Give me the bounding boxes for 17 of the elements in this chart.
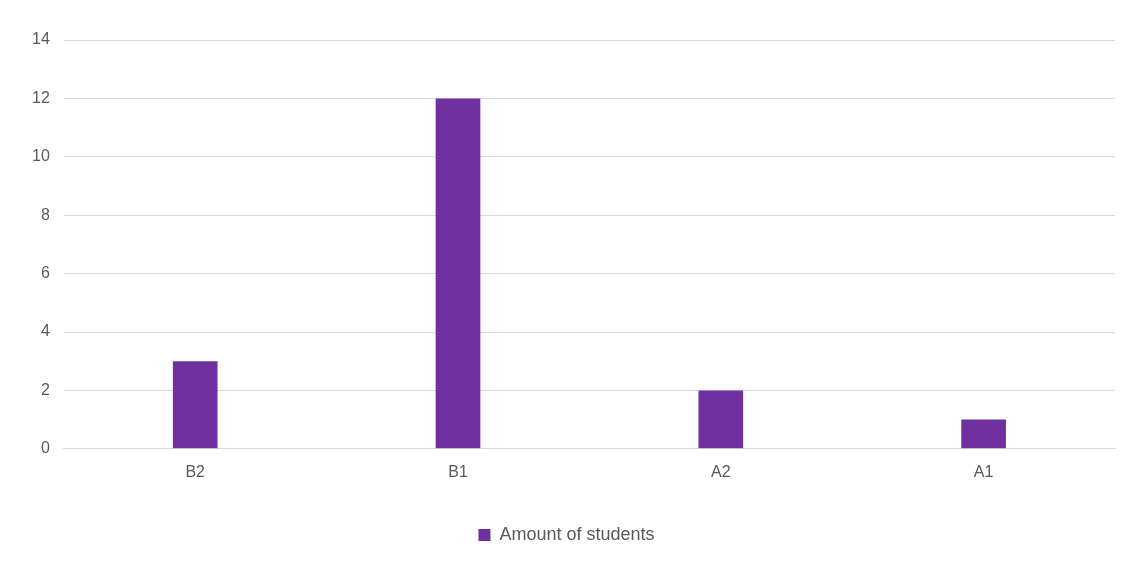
x-tick-label: B1 (448, 462, 468, 480)
y-tick-label: 6 (40, 264, 50, 282)
bar (435, 98, 481, 449)
bar (961, 419, 1006, 449)
legend-label: Amount of students (499, 523, 655, 544)
y-tick-label: 4 (40, 322, 50, 340)
x-tick-label: A1 (973, 462, 994, 480)
y-tick-label: 10 (32, 147, 50, 165)
y-tick-label: 14 (32, 30, 50, 48)
x-tick-label: A2 (711, 462, 731, 480)
bar (698, 390, 744, 449)
bar (172, 361, 218, 449)
y-tick-label: 2 (40, 380, 50, 398)
x-tick-label: B2 (185, 462, 206, 480)
y-tick-label: 0 (40, 439, 50, 457)
y-tick-label: 12 (32, 88, 50, 106)
y-tick-label: 8 (40, 205, 50, 223)
